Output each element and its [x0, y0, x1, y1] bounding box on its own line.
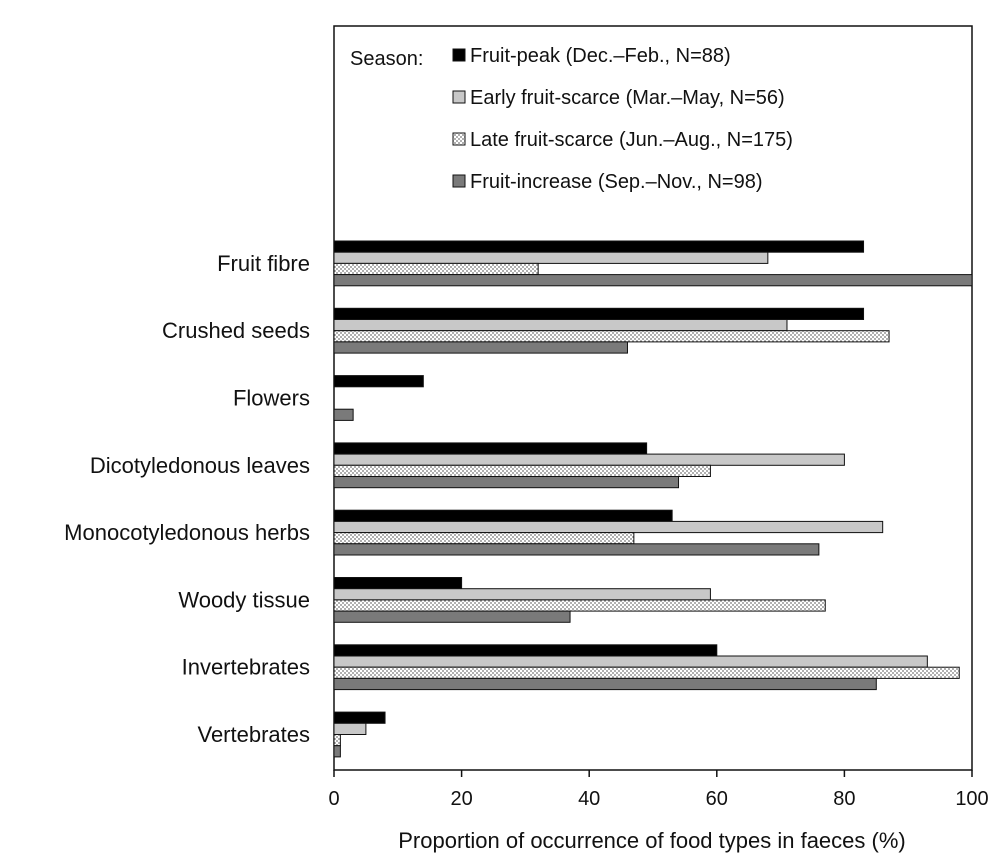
bar-vertebrates-series-2	[333, 722, 367, 735]
bar-monocotyledonous-herbs-series-1	[333, 509, 673, 522]
category-label-monocotyledonous-herbs: Monocotyledonous herbs	[64, 520, 310, 545]
x-tick-label-40: 40	[578, 788, 600, 810]
legend-label-4: Fruit-increase (Sep.–Nov., N=98)	[470, 171, 763, 193]
bar-flowers-series-1	[333, 375, 424, 388]
category-label-woody-tissue: Woody tissue	[178, 587, 310, 612]
bar-vertebrates-series-4	[333, 745, 341, 758]
bar-woody-tissue-series-2	[333, 588, 711, 601]
category-label-flowers: Flowers	[233, 386, 310, 411]
bar-dicotyledonous-leaves-series-3	[333, 464, 711, 477]
legend-label-1: Fruit-peak (Dec.–Feb., N=88)	[470, 45, 731, 67]
bar-woody-tissue-series-3	[333, 599, 826, 612]
x-tick-label-80: 80	[833, 788, 855, 810]
x-tick-label-100: 100	[955, 788, 988, 810]
legend-label-3: Late fruit-scarce (Jun.–Aug., N=175)	[470, 129, 793, 151]
bar-monocotyledonous-herbs-series-3	[333, 532, 635, 545]
x-axis-title: Proportion of occurrence of food types i…	[398, 828, 905, 853]
bar-monocotyledonous-herbs-series-4	[333, 543, 820, 556]
bar-monocotyledonous-herbs-series-2	[333, 520, 884, 534]
bar-crushed-seeds-series-1	[333, 307, 865, 320]
legend-swatch-2	[452, 90, 466, 104]
bar-crushed-seeds-series-4	[333, 341, 628, 354]
category-label-fruit-fibre: Fruit fibre	[217, 251, 310, 276]
bar-woody-tissue-series-4	[333, 610, 571, 623]
bars-group	[333, 240, 973, 758]
category-labels: Fruit fibre Crushed seeds Flowers Dicotyled…	[64, 251, 310, 747]
legend-swatch-4	[452, 174, 466, 188]
bar-crushed-seeds-series-3	[333, 330, 890, 343]
bar-fruit-fibre-series-1	[333, 240, 865, 253]
plot-frame	[333, 25, 973, 771]
bar-invertebrates-series-2	[333, 655, 928, 668]
x-axis: 0 20 40 60 80 100	[328, 770, 989, 810]
bar-dicotyledonous-leaves-series-1	[333, 442, 648, 455]
x-tick-label-60: 60	[706, 788, 728, 810]
bar-invertebrates-series-4	[333, 677, 877, 691]
bar-flowers-series-4	[333, 408, 354, 421]
bar-fruit-fibre-series-3	[333, 262, 539, 276]
category-label-invertebrates: Invertebrates	[182, 655, 310, 680]
legend-swatch-1	[452, 48, 466, 62]
legend-label-2: Early fruit-scarce (Mar.–May, N=56)	[470, 87, 785, 109]
bar-woody-tissue-series-1	[333, 577, 463, 590]
bar-vertebrates-series-3	[333, 734, 341, 747]
category-label-dicotyledonous-leaves: Dicotyledonous leaves	[90, 453, 310, 478]
bar-invertebrates-series-1	[333, 644, 718, 657]
category-label-crushed-seeds: Crushed seeds	[162, 318, 310, 343]
bar-fruit-fibre-series-2	[333, 251, 769, 264]
bar-dicotyledonous-leaves-series-2	[333, 453, 845, 466]
bar-vertebrates-series-1	[333, 711, 386, 724]
bar-crushed-seeds-series-2	[333, 319, 788, 332]
bar-invertebrates-series-3	[333, 666, 960, 679]
category-label-vertebrates: Vertebrates	[197, 722, 310, 747]
bar-dicotyledonous-leaves-series-4	[333, 476, 680, 489]
legend-swatch-3	[452, 132, 466, 146]
legend-title: Season:	[350, 48, 423, 70]
x-tick-label-20: 20	[450, 788, 472, 810]
legend: Season: Fruit-peak (Dec.–Feb., N=88) Earl…	[350, 45, 793, 193]
x-tick-label-0: 0	[328, 788, 339, 810]
bar-fruit-fibre-series-4	[333, 274, 973, 287]
